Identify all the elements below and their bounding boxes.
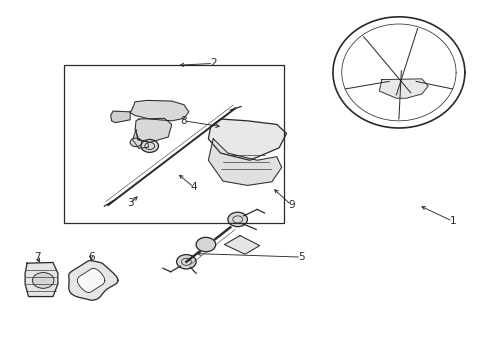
Polygon shape bbox=[25, 262, 58, 297]
Polygon shape bbox=[69, 261, 118, 300]
Text: 9: 9 bbox=[288, 200, 294, 210]
Text: 7: 7 bbox=[34, 252, 41, 262]
Text: 1: 1 bbox=[449, 216, 456, 226]
Circle shape bbox=[141, 139, 159, 152]
Circle shape bbox=[130, 138, 142, 147]
Polygon shape bbox=[130, 100, 189, 121]
Polygon shape bbox=[224, 235, 260, 254]
Text: 4: 4 bbox=[191, 182, 197, 192]
Text: 3: 3 bbox=[127, 198, 133, 208]
Circle shape bbox=[196, 237, 216, 252]
Bar bbox=[64, 65, 284, 223]
Circle shape bbox=[32, 273, 54, 288]
Polygon shape bbox=[379, 79, 428, 98]
Polygon shape bbox=[208, 119, 287, 160]
Circle shape bbox=[176, 255, 196, 269]
Polygon shape bbox=[133, 130, 149, 148]
Text: 5: 5 bbox=[298, 252, 304, 262]
Polygon shape bbox=[111, 111, 130, 123]
Text: 8: 8 bbox=[181, 116, 187, 126]
Text: 6: 6 bbox=[88, 252, 95, 262]
Polygon shape bbox=[135, 118, 172, 142]
Polygon shape bbox=[77, 268, 105, 293]
Circle shape bbox=[228, 212, 247, 226]
Polygon shape bbox=[208, 139, 282, 185]
Text: 2: 2 bbox=[210, 58, 217, 68]
